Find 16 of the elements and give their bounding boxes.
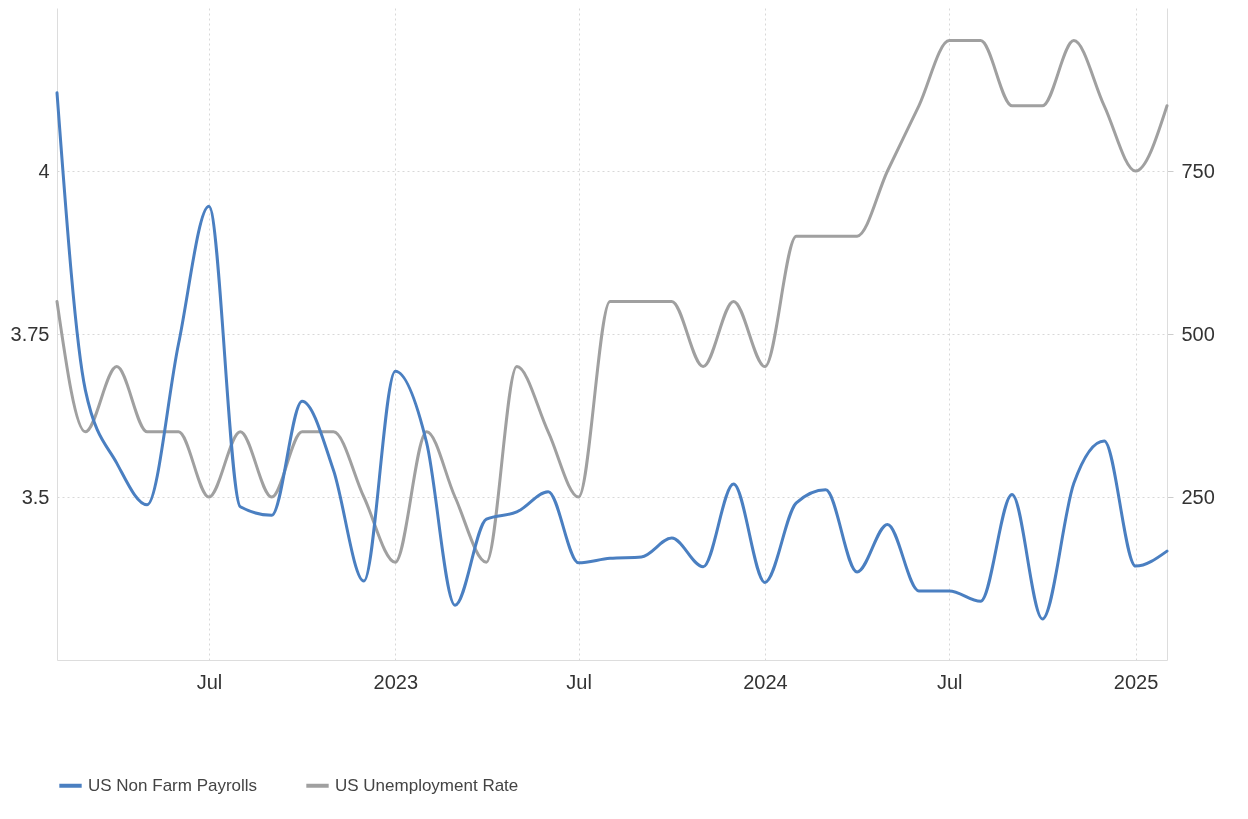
x-tick-label: 2024 [743,670,788,693]
x-tick-label: Jul [196,670,223,693]
x-tick-label: 2025 [1113,670,1159,693]
y-tick-label: 3.75 [10,322,50,345]
y2-tick-label: 250 [1181,485,1215,508]
x-tick-label: Jul [936,670,963,693]
y2-tick-label: 500 [1181,322,1215,345]
legend-label: US Unemployment Rate [335,775,519,795]
line-series [55,91,1169,621]
x-tick-label: Jul [566,670,592,693]
line-series [55,39,1169,564]
y-tick-label: 3.5 [21,485,50,508]
legend-label: US Non Farm Payrolls [88,775,258,795]
y-tick-label: 4 [38,159,50,182]
y2-tick-label: 750 [1181,159,1215,182]
x-tick-label: 2023 [373,670,419,693]
